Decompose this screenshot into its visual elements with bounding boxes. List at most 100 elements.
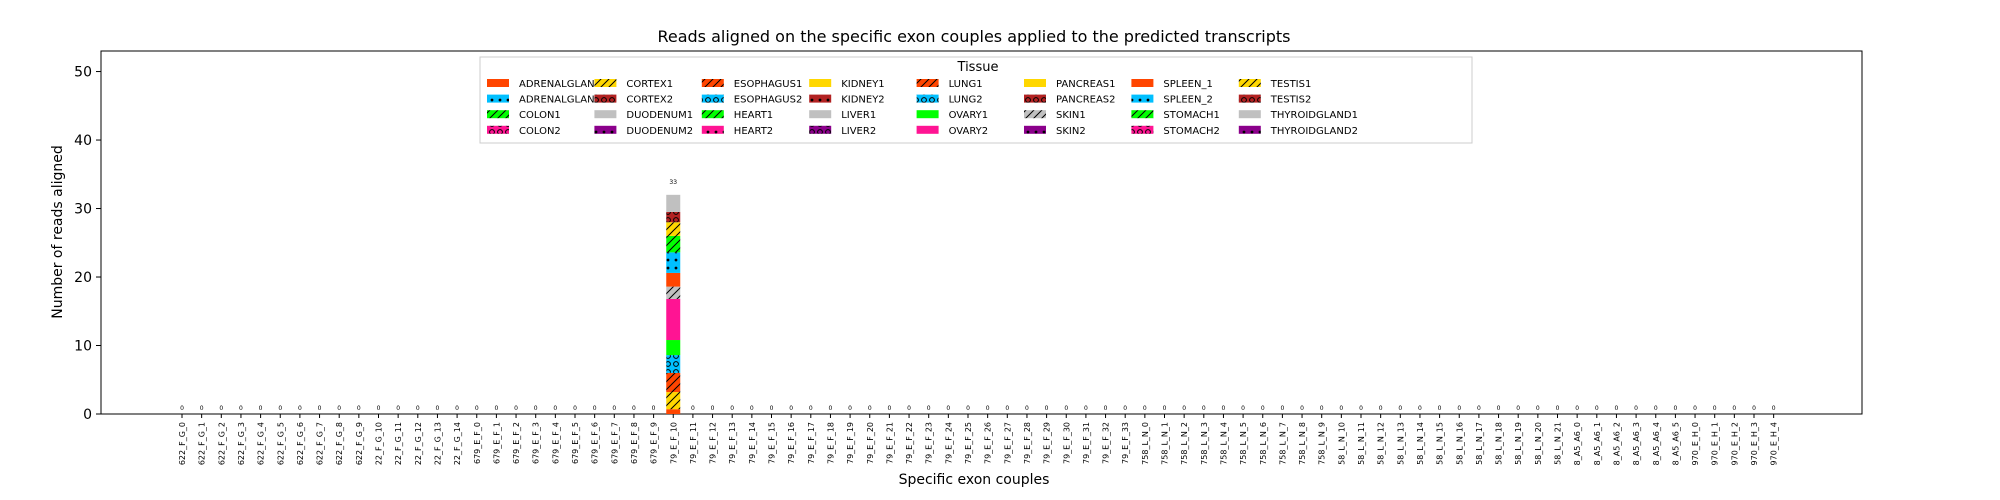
legend-swatch	[809, 125, 832, 134]
x-tick-label: 58_L_N_12	[1377, 422, 1386, 465]
bar-value-label: 0	[436, 405, 440, 412]
legend-item: LUNG2	[916, 94, 983, 106]
legend-swatch	[1024, 79, 1046, 87]
x-tick-label: 22_F_G_11	[394, 422, 403, 465]
x-tick-label: 79_E_F_15	[768, 422, 777, 464]
bar-value-label: 0	[1752, 405, 1756, 412]
legend-item: ADRENALGLAND1	[487, 79, 609, 90]
legend-label: LIVER2	[841, 126, 876, 137]
bar-value-label: 0	[553, 405, 557, 412]
x-tick-label: 758_L_N_6	[1259, 422, 1268, 465]
bar-value-label: 0	[730, 405, 734, 412]
bar-value-label: 0	[1398, 405, 1402, 412]
legend-item: COLON1	[487, 110, 561, 121]
bar-segment-lung2	[666, 355, 681, 373]
bar-value-label: 0	[1477, 405, 1481, 412]
legend-swatch	[487, 110, 509, 119]
bar-segment-skin1	[666, 286, 681, 299]
bar-value-label: 0	[1536, 405, 1540, 412]
x-tick-label: 58_L_N_13	[1396, 422, 1405, 465]
y-tick-label: 30	[74, 202, 92, 218]
x-tick-label: 58_L_N_19	[1514, 422, 1523, 465]
bar-value-label: 0	[1320, 405, 1324, 412]
bar-value-label: 0	[298, 405, 302, 412]
x-tick-label: 22_F_G_10	[375, 422, 384, 465]
legend-label: SKIN2	[1056, 126, 1086, 137]
x-tick-label: 58_L_N_14	[1416, 422, 1425, 465]
bar-segment-cortex1	[666, 392, 681, 410]
legend-label: THYROIDGLAND1	[1270, 110, 1358, 121]
legend-label: COLON1	[519, 110, 561, 121]
legend-label: COLON2	[519, 126, 561, 137]
legend-item: ESOPHAGUS1	[701, 79, 803, 90]
bar-value-label: 0	[1163, 405, 1167, 412]
bar-value-label: 0	[239, 405, 243, 412]
legend-label: KIDNEY1	[841, 79, 884, 90]
bar-value-label: 0	[868, 405, 872, 412]
bar-value-label: 0	[357, 405, 361, 412]
legend-label: CORTEX1	[626, 79, 673, 90]
bar-value-label: 0	[1556, 405, 1560, 412]
legend-swatch	[916, 110, 939, 119]
bar-value-label: 0	[789, 405, 793, 412]
bar-value-label: 0	[986, 405, 990, 412]
legend-item: OVARY1	[916, 110, 988, 121]
legend-item: ADRENALGLAND2	[487, 94, 609, 106]
x-tick-label: 79_E_F_26	[984, 422, 993, 464]
legend-swatch	[701, 79, 724, 87]
legend-item: SPLEEN_2	[1131, 94, 1213, 106]
legend-label: DUODENUM2	[626, 126, 693, 137]
bar-value-label: 0	[691, 405, 695, 412]
bar-value-label: 0	[711, 405, 715, 412]
x-tick-label: 79_E_F_10	[669, 422, 678, 464]
bar-value-label: 0	[396, 405, 400, 412]
legend-item: SPLEEN_1	[1131, 79, 1213, 90]
bar-value-label: 0	[1654, 405, 1658, 412]
legend-swatch	[1024, 110, 1046, 119]
x-tick-label: 22_F_G_13	[433, 422, 442, 465]
x-tick-label: 79_E_F_27	[1003, 422, 1012, 464]
legend-label: STOMACH2	[1163, 126, 1219, 137]
x-tick-label: 622_F_G_8	[335, 422, 344, 465]
legend-item: PANCREAS2	[1024, 94, 1116, 106]
legend-item: STOMACH1	[1131, 110, 1220, 121]
y-tick-label: 0	[83, 407, 92, 423]
legend-label: HEART1	[734, 110, 773, 121]
bar-value-label: 0	[1261, 405, 1265, 412]
plot-frame	[100, 50, 1863, 415]
x-tick-label: 79_E_F_33	[1121, 422, 1130, 464]
bar-value-label: 0	[770, 405, 774, 412]
x-tick-label: 22_F_G_14	[453, 422, 462, 465]
legend-label: DUODENUM1	[626, 110, 693, 121]
legend-swatch	[594, 125, 617, 134]
legend-item: HEART1	[701, 110, 773, 121]
plot-area: 0 10 20 30 40 50 622_F_G_0 0 622_F_G_1 0 622_F_G_2…	[74, 50, 1863, 465]
bar-segment-spleen-2	[666, 252, 681, 273]
x-tick-label: 758_L_N_5	[1239, 422, 1248, 465]
legend-swatch	[1024, 94, 1046, 103]
legend-swatch	[1131, 110, 1154, 119]
x-tick-label: 79_E_F_31	[1082, 422, 1091, 464]
bar-value-label: 0	[1595, 405, 1599, 412]
bar-value-label: 0	[1182, 405, 1186, 412]
bar-value-label: 0	[927, 405, 931, 412]
bar-value-label: 0	[887, 405, 891, 412]
legend-swatch	[701, 125, 724, 134]
x-tick-label: 679_E_F_4	[551, 422, 560, 464]
bar-value-label: 0	[1280, 405, 1284, 412]
legend-label: ADRENALGLAND1	[519, 79, 609, 90]
x-tick-label: 58_L_N_21	[1554, 422, 1563, 465]
x-tick-label: 58_L_N_17	[1475, 422, 1484, 465]
x-tick-label: 79_E_F_11	[689, 422, 698, 464]
legend-label: ESOPHAGUS1	[734, 79, 803, 90]
bar-segment-stomach1	[666, 235, 681, 253]
legend-item: SKIN2	[1024, 125, 1086, 137]
legend-label: PANCREAS1	[1056, 79, 1116, 90]
legend-swatch	[487, 94, 509, 103]
x-tick-label: 758_L_N_0	[1141, 422, 1150, 465]
bar-segment-adrenalgland1	[666, 409, 681, 414]
x-tick-label: 679_E_F_0	[473, 422, 482, 464]
bar-value-label: 0	[809, 405, 813, 412]
chart-title: Reads aligned on the specific exon coupl…	[657, 27, 1290, 46]
